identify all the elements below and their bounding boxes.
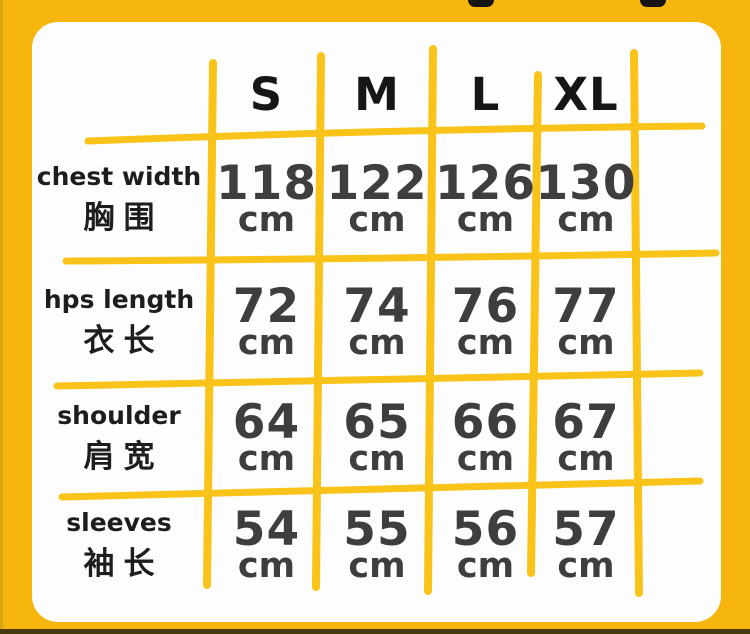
- value-cell-shoulder-m: 65 cm: [322, 384, 432, 492]
- value-unit: cm: [557, 545, 615, 586]
- value-number: 65: [343, 395, 411, 451]
- value-unit: cm: [348, 438, 406, 479]
- value-cell-shoulder-l: 66 cm: [435, 384, 536, 492]
- value-unit: cm: [557, 199, 615, 240]
- value-number: 76: [451, 279, 520, 335]
- cropped-title-glyph-mark: [468, 0, 494, 7]
- value-unit: cm: [237, 322, 296, 363]
- value-cell-sleeves-xl: 57 cm: [539, 498, 633, 592]
- row-label-chest-width: chest width 胸围: [28, 142, 210, 256]
- value-unit: cm: [456, 438, 515, 479]
- value-number: 74: [343, 279, 411, 335]
- row-label-en: hps length: [43, 285, 195, 315]
- value-cell-hps-l: 76 cm: [435, 268, 536, 376]
- row-label-zh: 袖长: [83, 545, 164, 582]
- value-number: 67: [552, 395, 620, 451]
- size-label: M: [354, 67, 400, 121]
- column-header-l: L: [435, 58, 536, 130]
- value-cell-sleeves-m: 55 cm: [322, 498, 432, 592]
- value-cell-chest-xl: 130 cm: [535, 142, 635, 256]
- photo-edge-left: [0, 0, 3, 634]
- value-number: 118: [215, 156, 318, 212]
- value-cell-shoulder-xl: 67 cm: [539, 384, 633, 492]
- row-label-shoulder: shoulder 肩宽: [28, 384, 210, 492]
- value-cell-hps-xl: 77 cm: [539, 268, 633, 376]
- value-unit: cm: [456, 322, 515, 363]
- size-label: L: [470, 67, 501, 121]
- value-cell-chest-s: 118 cm: [214, 142, 319, 256]
- column-header-s: S: [214, 58, 319, 130]
- column-header-xl: XL: [539, 58, 633, 130]
- chart-panel: [32, 22, 721, 622]
- value-cell-sleeves-l: 56 cm: [435, 498, 536, 592]
- value-number: 130: [535, 156, 637, 212]
- row-label-zh: 衣长: [83, 322, 164, 359]
- row-label-en: chest width: [36, 162, 202, 192]
- value-number: 72: [232, 279, 301, 335]
- value-unit: cm: [456, 545, 515, 586]
- value-cell-chest-m: 122 cm: [322, 142, 432, 256]
- value-number: 56: [451, 502, 520, 558]
- value-unit: cm: [237, 199, 296, 240]
- photo-edge-bottom: [0, 629, 750, 634]
- value-unit: cm: [237, 545, 296, 586]
- size-label: S: [249, 67, 284, 121]
- row-label-en: sleeves: [66, 508, 172, 538]
- value-cell-chest-l: 126 cm: [435, 142, 536, 256]
- row-label-en: shoulder: [57, 401, 181, 431]
- value-number: 57: [552, 502, 620, 558]
- row-label-hps-length: hps length 衣长: [28, 268, 210, 376]
- value-unit: cm: [557, 438, 615, 479]
- value-unit: cm: [456, 199, 515, 240]
- value-number: 64: [232, 395, 301, 451]
- value-number: 77: [552, 279, 620, 335]
- value-number: 66: [451, 395, 520, 451]
- row-label-zh: 胸围: [83, 199, 164, 236]
- value-cell-hps-m: 74 cm: [322, 268, 432, 376]
- row-label-sleeves: sleeves 袖长: [28, 498, 210, 592]
- value-number: 122: [326, 156, 428, 212]
- value-number: 55: [343, 502, 411, 558]
- value-cell-shoulder-s: 64 cm: [214, 384, 319, 492]
- value-unit: cm: [557, 322, 615, 363]
- column-header-m: M: [322, 58, 432, 130]
- value-unit: cm: [348, 199, 406, 240]
- row-label-zh: 肩宽: [83, 438, 164, 475]
- cropped-title-glyph-mark: [640, 0, 666, 7]
- value-unit: cm: [348, 322, 406, 363]
- value-cell-hps-s: 72 cm: [214, 268, 319, 376]
- value-number: 126: [434, 156, 537, 212]
- value-number: 54: [232, 502, 301, 558]
- value-unit: cm: [237, 438, 296, 479]
- size-label: XL: [553, 67, 619, 121]
- value-unit: cm: [348, 545, 406, 586]
- value-cell-sleeves-s: 54 cm: [214, 498, 319, 592]
